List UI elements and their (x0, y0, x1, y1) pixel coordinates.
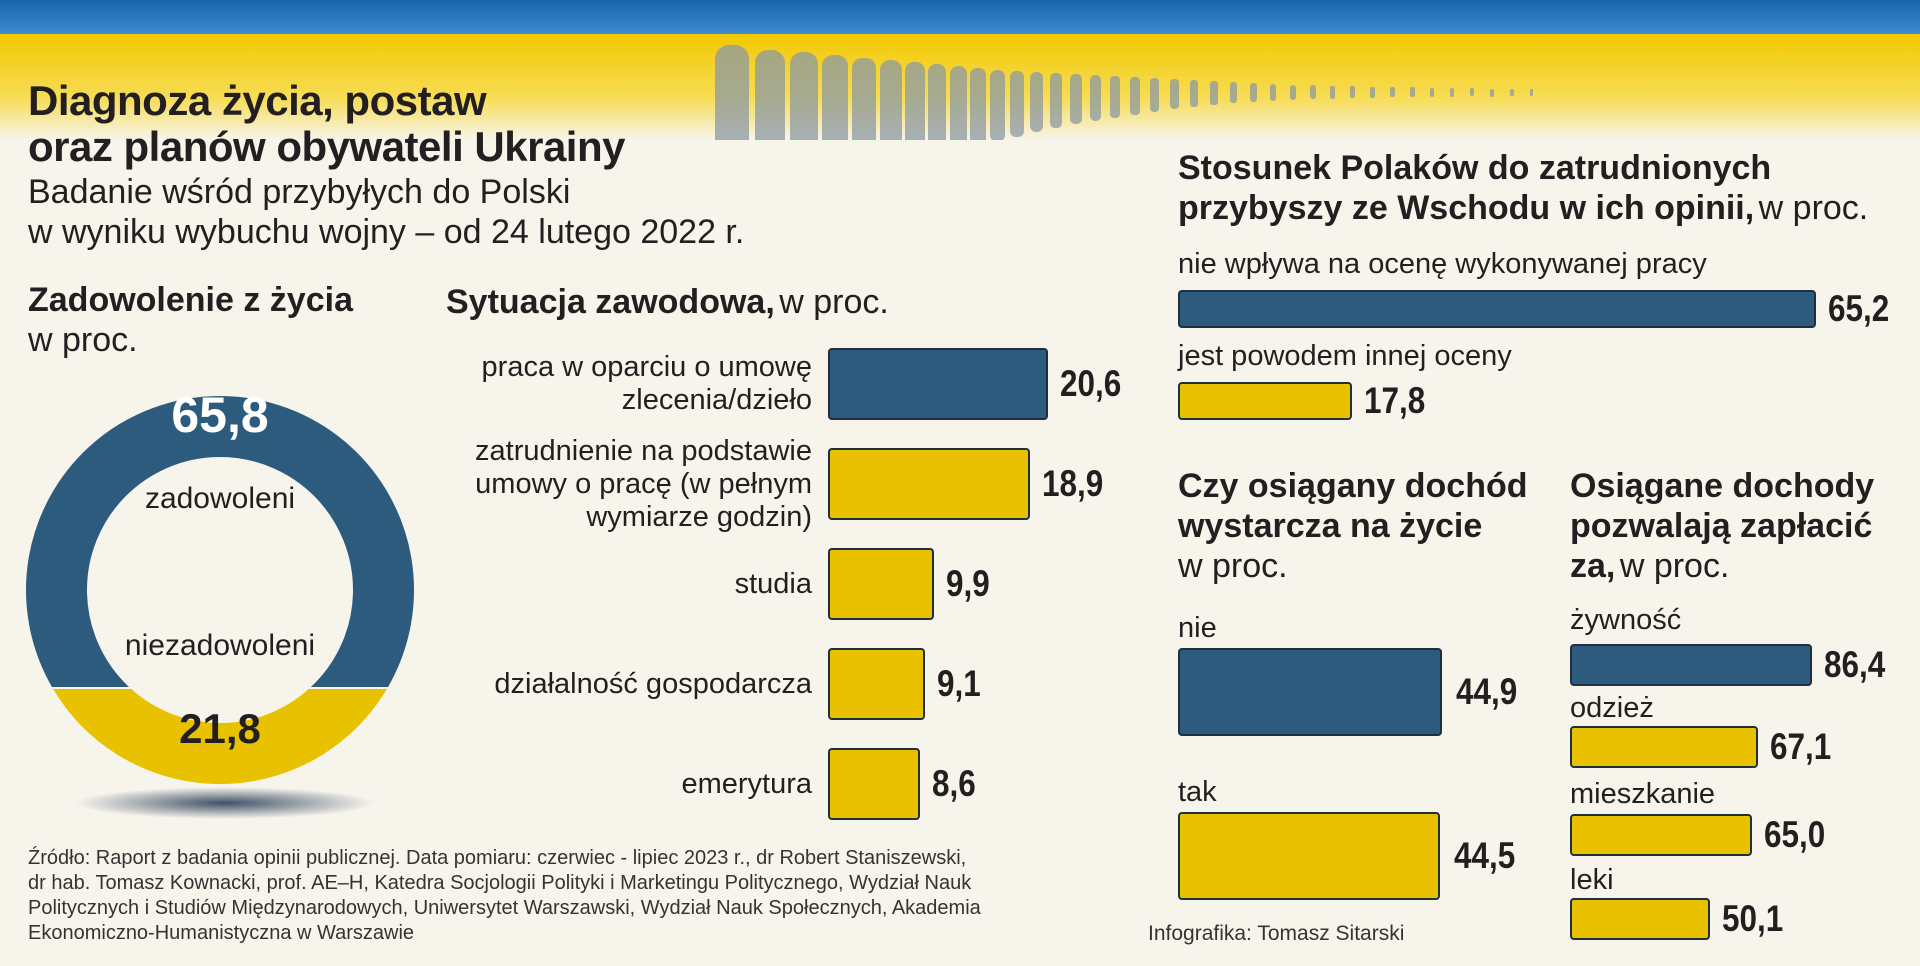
life-satisfaction-title: Zadowolenie z życia w proc. (28, 280, 353, 360)
income-value-1: 44,5 (1453, 835, 1515, 876)
flag-banner (0, 0, 1920, 140)
section-unit: w proc. (1619, 547, 1730, 585)
covers-label-1: odzież (1570, 692, 1654, 724)
income-sufficiency-title: Czy osiągany dochód wystarcza na życie w… (1178, 466, 1528, 586)
work-label-line: zlecenia/dzieło (621, 384, 812, 416)
covers-label-3: leki (1570, 864, 1614, 896)
life-satisfaction-donut: 65,8 zadowoleni niezadowoleni 21,8 (24, 387, 416, 819)
covers-value-3: 50,1 (1722, 898, 1784, 939)
income-bar-0 (1178, 648, 1442, 736)
income-covers-title: Osiągane dochody pozwalają zapłacić za, … (1570, 466, 1874, 586)
income-label-1: tak (1178, 776, 1217, 808)
work-value-4: 8,6 (931, 763, 976, 804)
section-title-line-1: Czy osiągany dochód (1178, 467, 1528, 505)
title-line-2: oraz planów obywateli Ukrainy (28, 123, 625, 170)
attitude-bar-1 (1178, 382, 1353, 420)
section-title: Zadowolenie z życia (28, 281, 353, 319)
attitude-value-0: 65,2 (1828, 288, 1890, 329)
donut-label-zadowoleni: zadowoleni (145, 482, 295, 515)
attitude-value-1: 17,8 (1364, 380, 1426, 421)
covers-bar-1 (1570, 726, 1758, 768)
attitude-bar-0 (1178, 290, 1816, 328)
section-title-line-1: Stosunek Polaków do zatrudnionych (1178, 149, 1772, 187)
title-line-1: Diagnoza życia, postaw (28, 77, 487, 124)
work-label-3: działalność gospodarcza (392, 668, 812, 701)
work-label-line: emerytura (681, 767, 812, 800)
income-bar-1 (1178, 812, 1440, 900)
work-value-1: 18,9 (1041, 463, 1104, 504)
covers-bar-3 (1570, 898, 1711, 940)
work-bar-4 (828, 748, 920, 820)
section-title-line-1: Osiągane dochody (1570, 467, 1875, 505)
covers-value-2: 65,0 (1764, 814, 1826, 855)
source-line: Źródło: Raport z badania opinii publiczn… (28, 847, 967, 869)
subtitle-line-2: w wyniku wybuchu wojny – od 24 lutego 20… (28, 213, 745, 251)
work-label-4: emerytura (392, 768, 812, 801)
attitude-label-1: jest powodem innej oceny (1178, 340, 1512, 372)
section-title-line-2: wystarcza na życie (1178, 507, 1483, 545)
section-title: Sytuacja zawodowa, (446, 283, 775, 321)
work-label-line: zatrudnienie na podstawie (475, 434, 812, 467)
refugee-silhouettes (715, 45, 1533, 140)
section-unit: w proc. (1178, 547, 1288, 585)
section-unit: w proc. (779, 283, 889, 321)
source-line: dr hab. Tomasz Kownacki, prof. AE–H, Kat… (28, 872, 972, 894)
work-label-1: zatrudnienie na podstawie umowy o pracę (… (392, 435, 812, 534)
work-bar-0 (828, 348, 1048, 420)
work-situation-title: Sytuacja zawodowa, w proc. (446, 282, 889, 322)
section-title-line-3: za, (1570, 547, 1616, 585)
work-label-line: praca w oparciu o umowę (481, 351, 812, 383)
income-label-0: nie (1178, 612, 1217, 644)
work-label-line: wymiarze godzin) (586, 500, 812, 533)
attitude-title: Stosunek Polaków do zatrudnionych przyby… (1178, 148, 1868, 228)
work-label-line: działalność gospodarcza (494, 667, 812, 700)
work-label-line: studia (734, 567, 812, 600)
infographic-credit: Infografika: Tomasz Sitarski (1148, 922, 1405, 945)
section-unit: w proc. (28, 321, 138, 359)
covers-value-0: 86,4 (1824, 644, 1886, 685)
work-bar-2 (828, 548, 934, 620)
covers-bar-0 (1570, 644, 1812, 686)
covers-value-1: 67,1 (1769, 726, 1832, 767)
flag-blue-stripe (0, 0, 1920, 34)
covers-label-2: mieszkanie (1570, 778, 1716, 810)
donut-value-niezadowoleni: 21,8 (179, 705, 261, 752)
donut-slice-niezadowoleni (49, 686, 391, 786)
work-value-2: 9,9 (945, 563, 990, 604)
donut-slice-zadowoleni (24, 394, 416, 689)
subtitle-line-1: Badanie wśród przybyłych do Polski (28, 173, 571, 211)
donut-value-zadowoleni: 65,8 (171, 387, 268, 443)
attitude-label-0: nie wpływa na ocenę wykonywanej pracy (1178, 248, 1707, 280)
work-label-0: praca w oparciu o umowę zlecenia/dzieło (392, 351, 812, 417)
page-title: Diagnoza życia, postaw oraz planów obywa… (28, 78, 625, 170)
work-bar-3 (828, 648, 926, 720)
work-value-3: 9,1 (937, 663, 981, 704)
donut-label-niezadowoleni: niezadowoleni (125, 629, 315, 662)
section-title-line-2: przybyszy ze Wschodu w ich opinii, (1178, 189, 1755, 227)
covers-label-0: żywność (1570, 604, 1682, 636)
work-bar-1 (828, 448, 1030, 520)
source-line: Politycznych i Studiów Międzynarodowych,… (28, 897, 981, 919)
work-label-2: studia (392, 568, 812, 601)
section-unit: w proc. (1758, 189, 1869, 227)
income-value-0: 44,9 (1456, 671, 1518, 712)
source-line: Ekonomiczno-Humanistyczna w Warszawie (28, 922, 415, 944)
covers-bar-2 (1570, 814, 1753, 856)
work-label-line: umowy o pracę (w pełnym (475, 467, 812, 500)
work-value-0: 20,6 (1060, 363, 1122, 404)
section-title-line-2: pozwalają zapłacić (1570, 507, 1873, 545)
source-note: Źródło: Raport z badania opinii publiczn… (28, 846, 981, 946)
page-subtitle: Badanie wśród przybyłych do Polski w wyn… (28, 172, 744, 252)
donut-shadow (75, 787, 375, 819)
